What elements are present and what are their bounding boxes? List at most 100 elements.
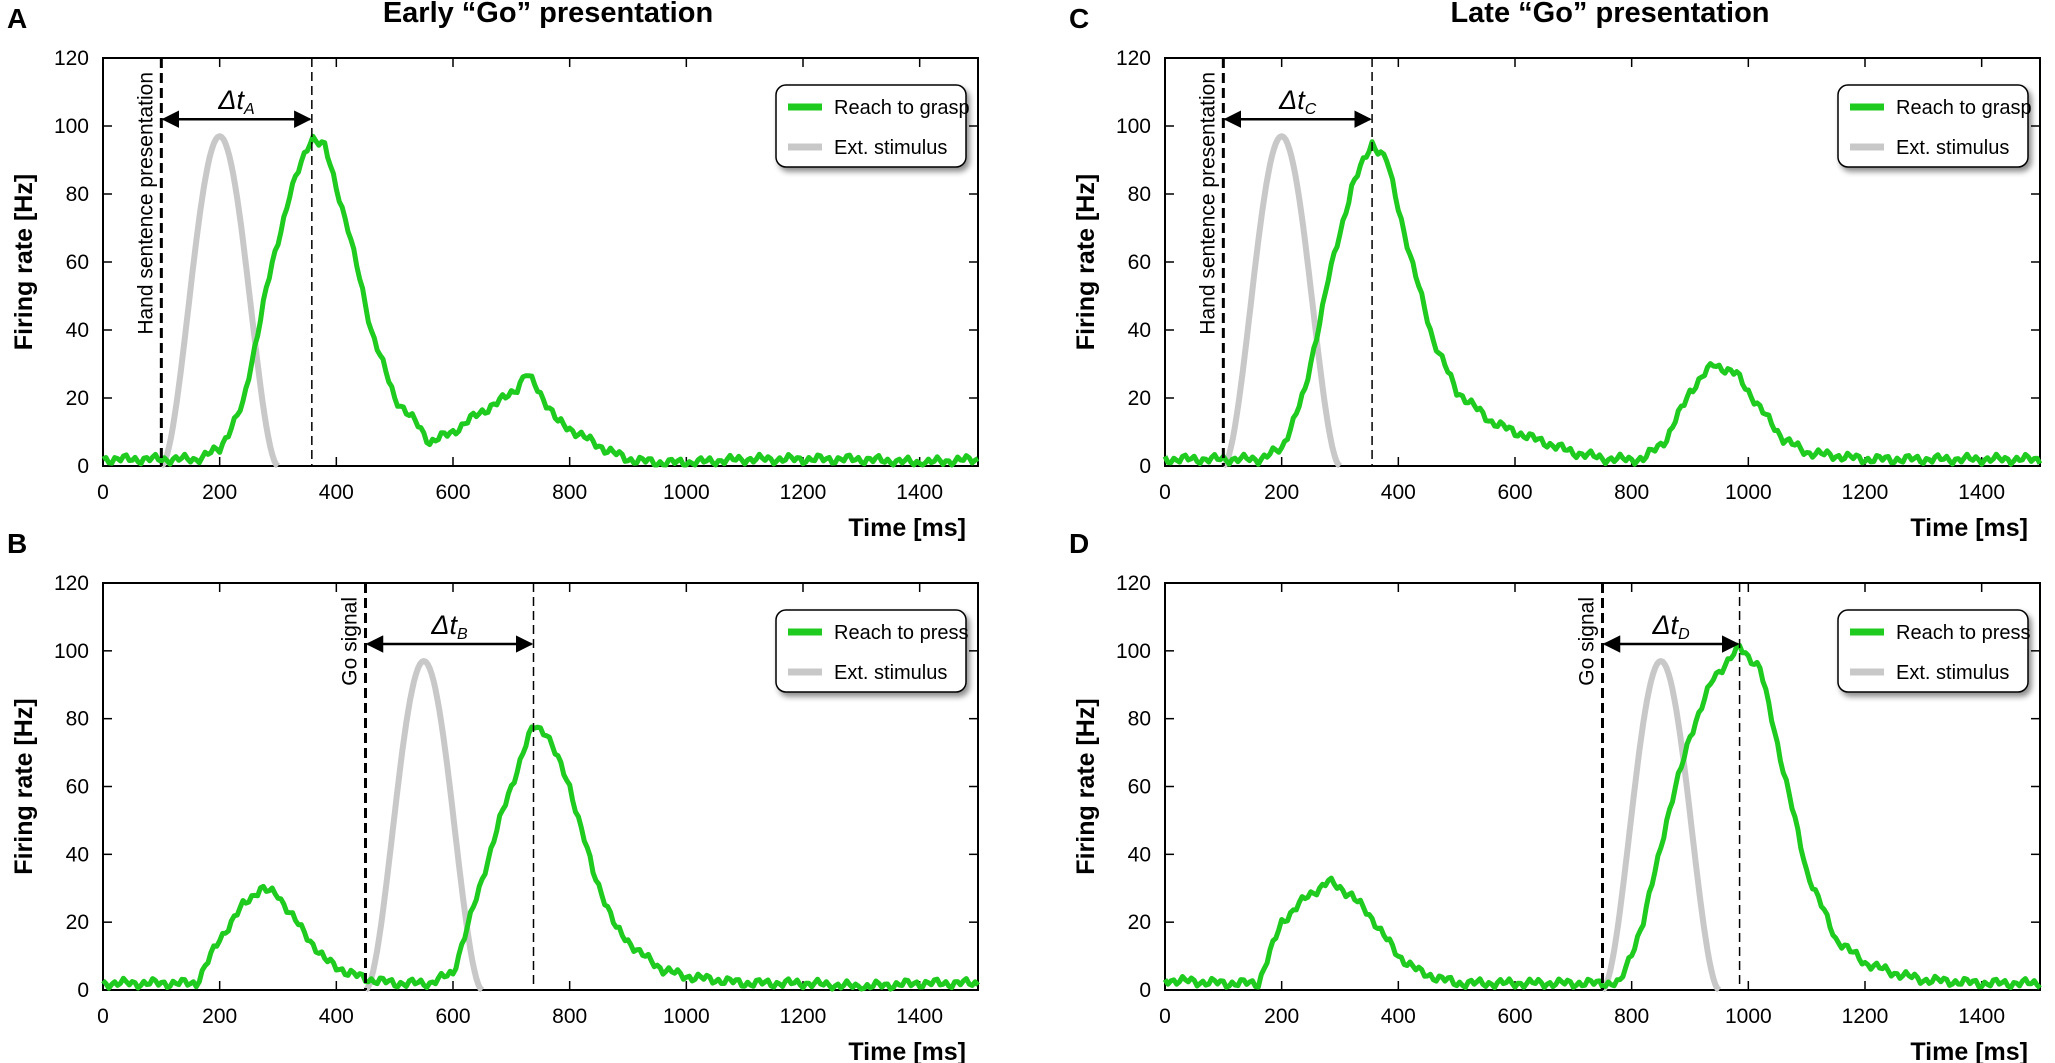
panel-letter: B bbox=[7, 528, 27, 559]
y-tick-label: 0 bbox=[1139, 455, 1151, 478]
x-tick-label: 1000 bbox=[1725, 1005, 1772, 1028]
x-tick-label: 600 bbox=[1497, 481, 1532, 504]
column-title-late: Late “Go” presentation bbox=[1450, 0, 1769, 29]
y-tick-label: 60 bbox=[1128, 251, 1151, 274]
x-tick-label: 0 bbox=[97, 481, 109, 504]
event-label: Hand sentence presentation bbox=[134, 72, 157, 335]
y-tick-label: 120 bbox=[54, 572, 89, 595]
y-axis-label: Firing rate [Hz] bbox=[1072, 174, 1100, 350]
y-tick-label: 100 bbox=[1116, 115, 1151, 138]
delta-label: ΔtA bbox=[217, 85, 254, 118]
x-tick-label: 400 bbox=[319, 481, 354, 504]
x-tick-label: 200 bbox=[1264, 481, 1299, 504]
y-tick-label: 120 bbox=[1116, 572, 1151, 595]
delta-label: ΔtB bbox=[430, 610, 468, 643]
x-tick-label: 1000 bbox=[663, 1005, 710, 1028]
x-tick-label: 0 bbox=[1159, 481, 1171, 504]
y-tick-label: 0 bbox=[1139, 979, 1151, 1002]
column-title-early: Early “Go” presentation bbox=[383, 0, 713, 29]
y-tick-label: 0 bbox=[77, 455, 89, 478]
x-tick-label: 800 bbox=[1614, 1005, 1649, 1028]
y-axis-label: Firing rate [Hz] bbox=[1072, 698, 1100, 874]
x-tick-label: 400 bbox=[1381, 1005, 1416, 1028]
x-tick-label: 1200 bbox=[1842, 1005, 1889, 1028]
stimulus-line bbox=[363, 658, 485, 993]
legend: Reach to press Ext. stimulus bbox=[775, 609, 969, 693]
stimulus-line bbox=[159, 133, 280, 469]
x-tick-label: 1400 bbox=[1958, 481, 2005, 504]
y-tick-label: 80 bbox=[66, 183, 89, 206]
x-tick-label: 600 bbox=[1497, 1005, 1532, 1028]
legend-box bbox=[1837, 609, 2029, 693]
x-tick-label: 0 bbox=[97, 1005, 109, 1028]
y-tick-label: 60 bbox=[66, 776, 89, 799]
x-tick-label: 600 bbox=[435, 1005, 470, 1028]
y-tick-label: 80 bbox=[1128, 708, 1151, 731]
legend-entry: Reach to grasp bbox=[1896, 97, 2032, 119]
legend-entry: Ext. stimulus bbox=[834, 662, 947, 684]
x-tick-label: 1400 bbox=[896, 1005, 943, 1028]
stimulus-line bbox=[1221, 133, 1342, 469]
x-tick-label: 200 bbox=[202, 481, 237, 504]
response-line bbox=[101, 133, 980, 468]
y-axis-label: Firing rate [Hz] bbox=[10, 174, 38, 350]
response-line bbox=[101, 724, 980, 992]
x-tick-label: 200 bbox=[1264, 1005, 1299, 1028]
event-label: Go signal bbox=[339, 597, 362, 686]
x-tick-label: 1200 bbox=[780, 1005, 827, 1028]
x-tick-label: 1200 bbox=[780, 481, 827, 504]
event-label: Hand sentence presentation bbox=[1196, 72, 1219, 335]
panel-letter: C bbox=[1069, 3, 1089, 34]
legend-box bbox=[1837, 84, 2029, 168]
x-tick-label: 800 bbox=[1614, 481, 1649, 504]
delta-label: ΔtC bbox=[1278, 85, 1317, 118]
x-tick-label: 0 bbox=[1159, 1005, 1171, 1028]
x-tick-label: 400 bbox=[319, 1005, 354, 1028]
y-tick-label: 40 bbox=[1128, 319, 1151, 342]
x-tick-label: 1400 bbox=[1958, 1005, 2005, 1028]
x-tick-label: 400 bbox=[1381, 481, 1416, 504]
y-tick-label: 40 bbox=[1128, 843, 1151, 866]
x-tick-label: 200 bbox=[202, 1005, 237, 1028]
y-tick-label: 80 bbox=[66, 708, 89, 731]
legend-entry: Ext. stimulus bbox=[1896, 137, 2009, 159]
legend: Reach to grasp Ext. stimulus bbox=[1837, 84, 2032, 168]
legend-entry: Reach to grasp bbox=[834, 97, 970, 119]
x-axis-label: Time [ms] bbox=[1910, 1038, 2028, 1063]
response-line bbox=[1162, 139, 2043, 467]
y-tick-label: 60 bbox=[66, 251, 89, 274]
y-tick-label: 100 bbox=[54, 115, 89, 138]
x-tick-label: 1200 bbox=[1842, 481, 1889, 504]
stimulus-line bbox=[1600, 658, 1722, 993]
panel-letter: D bbox=[1069, 528, 1089, 559]
legend-box bbox=[775, 609, 967, 693]
y-tick-label: 20 bbox=[66, 387, 89, 410]
x-tick-label: 1000 bbox=[663, 481, 710, 504]
legend: Reach to grasp Ext. stimulus bbox=[775, 84, 970, 168]
legend-entry: Ext. stimulus bbox=[834, 137, 947, 159]
response-line bbox=[1162, 643, 2042, 991]
y-tick-label: 40 bbox=[66, 319, 89, 342]
legend-entry: Reach to press bbox=[834, 622, 969, 644]
y-tick-label: 40 bbox=[66, 843, 89, 866]
x-tick-label: 1400 bbox=[896, 481, 943, 504]
y-tick-label: 60 bbox=[1128, 776, 1151, 799]
legend-entry: Ext. stimulus bbox=[1896, 662, 2009, 684]
x-tick-label: 800 bbox=[552, 481, 587, 504]
y-tick-label: 120 bbox=[54, 47, 89, 70]
y-tick-label: 100 bbox=[54, 640, 89, 663]
delta-label: ΔtD bbox=[1651, 610, 1690, 643]
y-tick-label: 20 bbox=[66, 911, 89, 934]
y-tick-label: 20 bbox=[1128, 387, 1151, 410]
y-tick-label: 20 bbox=[1128, 911, 1151, 934]
y-tick-label: 0 bbox=[77, 979, 89, 1002]
x-axis-label: Time [ms] bbox=[1910, 514, 2028, 542]
event-label: Go signal bbox=[1576, 597, 1599, 686]
legend-box bbox=[775, 84, 967, 168]
y-tick-label: 80 bbox=[1128, 183, 1151, 206]
